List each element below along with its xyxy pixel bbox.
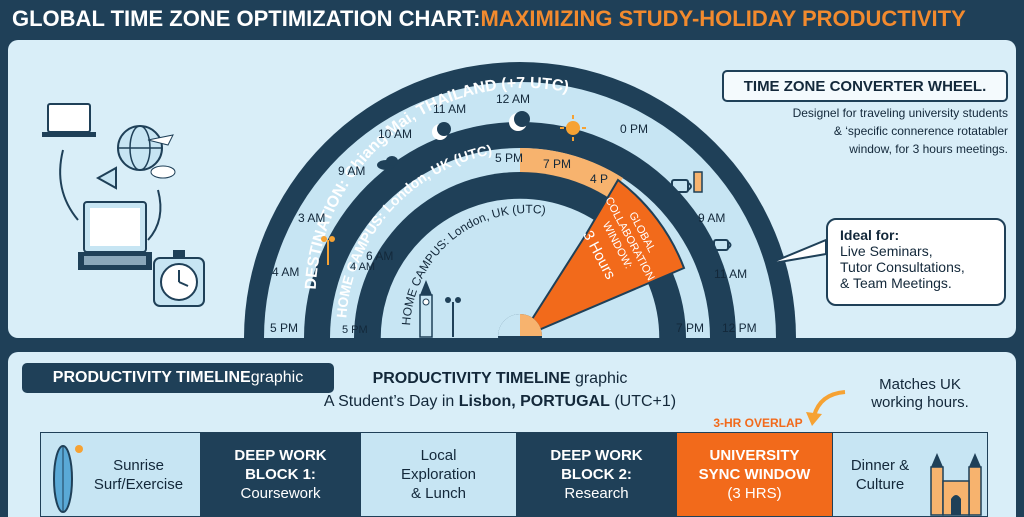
block-line: Research: [564, 485, 629, 502]
timeline-title-rest: graphic: [570, 370, 628, 387]
badge-rest: graphic: [250, 369, 304, 386]
cathedral-icon: [930, 453, 982, 516]
clock-icon: [153, 250, 205, 307]
street-lamp-icon: [445, 297, 461, 337]
block-line: Local: [420, 447, 457, 464]
matches-note: Matches UK working hours.: [832, 376, 1008, 412]
tick-label: 12 PM: [722, 321, 757, 335]
title-main: GLOBAL TIME ZONE OPTIMIZATION CHART:: [12, 6, 481, 31]
collaboration-window-wedge[interactable]: [518, 178, 686, 338]
mid-ticks: 5 PM 4 AM 6 AM 5 PM 7 PM 4 P: [342, 151, 608, 336]
block-line: Exploration: [400, 466, 477, 483]
block-line: Coursework: [240, 485, 321, 502]
tick-label: 9 AM: [698, 211, 725, 225]
overlap-label: 3-HR OVERLAP: [713, 416, 803, 430]
cloud-icon: [377, 156, 398, 170]
converter-description: Designel for traveling university studen…: [700, 104, 1008, 158]
moon-icon: [509, 111, 530, 131]
tick-label: 5 PM: [342, 324, 368, 336]
tick-label: 4 AM: [350, 261, 375, 273]
converter-title: TIME ZONE CONVERTER WHEEL.: [722, 70, 1008, 102]
timeline-block-sync-window[interactable]: UNIVERSITY SYNC WINDOW (3 HRS): [677, 433, 833, 516]
converter-desc-line: window, for 3 hours meetings.: [849, 142, 1008, 156]
block-line: (3 HRS): [727, 485, 782, 502]
timeline-block-dinner[interactable]: Dinner & Culture: [833, 433, 987, 516]
block-line: DEEP WORK: [234, 447, 327, 464]
block-line: DEEP WORK: [550, 447, 643, 464]
timeline-badge: PRODUCTIVITY TIMELINE graphic: [22, 363, 334, 393]
tick-label: 0 PM: [620, 122, 648, 136]
ideal-for-callout: Ideal for: Live Seminars, Tutor Consulta…: [826, 218, 1006, 306]
sync-arrows-icon: [59, 149, 162, 241]
block-line: & Lunch: [410, 485, 467, 502]
matches-line: working hours.: [871, 394, 969, 411]
page-title: GLOBAL TIME ZONE OPTIMIZATION CHART: MAX…: [0, 0, 1024, 38]
block-line: Surf/Exercise: [93, 475, 184, 493]
tick-label: 10 AM: [378, 127, 412, 141]
block-line: BLOCK 2:: [561, 466, 632, 483]
moon-icon: [432, 122, 451, 140]
big-ben-icon: [419, 280, 433, 338]
street-lamp-icon: [321, 236, 335, 265]
tick-label: 11 AM: [714, 267, 747, 281]
matches-line: Matches UK: [879, 376, 961, 393]
ideal-title: Ideal for:: [840, 227, 900, 243]
converter-panel: DESTINATION: Chiang Mai, THAILAND (+7 UT…: [8, 40, 1016, 338]
tick-label: 6 AM: [366, 249, 393, 263]
subtitle-bold: Lisbon, PORTUGAL: [458, 393, 610, 410]
badge-bold: PRODUCTIVITY TIMELINE: [52, 369, 251, 386]
subtitle-pre: A Student’s Day in: [323, 393, 459, 410]
timeline-block-exploration[interactable]: Local Exploration & Lunch: [361, 433, 517, 516]
block-line: SYNC WINDOW: [698, 466, 811, 483]
cloud-icon: [150, 165, 176, 179]
timeline-block-deep-work-1[interactable]: DEEP WORK BLOCK 1: Coursework: [201, 433, 361, 516]
coffee-cup-icon: [713, 239, 732, 251]
coffee-icon: [671, 171, 703, 193]
tick-label: 7 PM: [543, 157, 571, 171]
tick-label: 4 AM: [272, 265, 299, 279]
tick-label: 7 PM: [676, 321, 704, 335]
globe-icon: [117, 125, 174, 171]
block-line: Culture: [855, 475, 905, 493]
right-ticks: 9 AM 11 AM 7 PM 12 PM: [676, 211, 757, 335]
subtitle-post: (UTC+1): [609, 393, 677, 410]
outer-ticks: 5 PM 4 AM 3 AM 9 AM 10 AM 11 AM 12 AM 0 …: [270, 92, 648, 335]
tick-label: 12 AM: [496, 92, 530, 106]
timeline-subtitle: A Student’s Day in Lisbon, PORTUGAL (UTC…: [300, 393, 700, 411]
sun-icon: [560, 115, 586, 141]
curved-arrow-icon: [806, 390, 846, 426]
ideal-line: & Team Meetings.: [840, 275, 952, 291]
converter-desc-line: & ‘specific connerence rotatabler: [833, 124, 1008, 138]
timeline-title: PRODUCTIVITY TIMELINE graphic: [330, 370, 670, 388]
timeline-block-surf[interactable]: Sunrise Surf/Exercise: [41, 433, 201, 516]
block-line: Sunrise: [113, 456, 164, 474]
timeline-title-bold: PRODUCTIVITY TIMELINE: [372, 370, 571, 387]
ideal-line: Live Seminars,: [840, 243, 933, 259]
ideal-line: Tutor Consultations,: [840, 259, 965, 275]
block-line: Dinner &: [850, 456, 910, 474]
tick-label: 11 AM: [433, 102, 466, 116]
surfboard-icon: [53, 445, 83, 513]
timeline-row: Sunrise Surf/Exercise DEEP WORK BLOCK 1:…: [40, 432, 988, 517]
block-line: BLOCK 1:: [245, 466, 316, 483]
laptop-icon: [42, 103, 96, 137]
title-accent: MAXIMIZING STUDY-HOLIDAY PRODUCTIVITY: [480, 6, 966, 31]
tick-label: 5 PM: [495, 151, 523, 165]
time-zone-wheel[interactable]: DESTINATION: Chiang Mai, THAILAND (+7 UT…: [8, 40, 1016, 338]
converter-desc-line: Designel for traveling university studen…: [792, 106, 1008, 120]
tick-label: 4 P: [590, 172, 608, 186]
tick-label: 9 AM: [338, 164, 365, 178]
block-line: UNIVERSITY: [709, 447, 800, 464]
tick-label: 3 AM: [298, 211, 325, 225]
timeline-block-deep-work-2[interactable]: DEEP WORK BLOCK 2: Research: [517, 433, 677, 516]
tick-label: 5 PM: [270, 321, 298, 335]
laptop-icon: [78, 201, 152, 270]
